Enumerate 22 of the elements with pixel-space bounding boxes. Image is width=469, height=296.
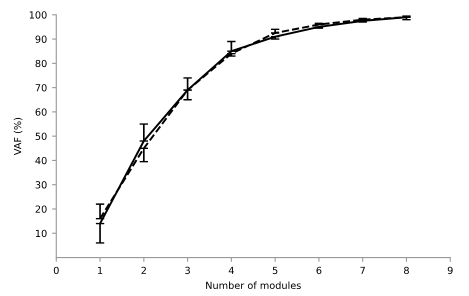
y-tick-label: 70	[36, 84, 47, 92]
y-tick-label: 10	[36, 230, 47, 238]
x-tick-label: 6	[316, 266, 322, 274]
x-tick-label: 0	[54, 266, 59, 274]
y-tick-label: 100	[30, 11, 47, 19]
x-axis-title: Number of modules	[206, 282, 301, 290]
y-axis-title: VAF (%)	[14, 118, 22, 156]
x-tick-label: 8	[404, 266, 409, 274]
y-tick-label: 80	[36, 60, 47, 68]
y-tick-label: 40	[35, 156, 47, 164]
y-tick-label: 20	[36, 205, 47, 213]
x-tick-label: 3	[185, 266, 190, 274]
x-tick-label: 9	[448, 266, 453, 274]
x-tick-label: 5	[272, 266, 278, 274]
y-tick-label: 50	[36, 132, 47, 140]
y-tick-label: 60	[36, 108, 47, 116]
x-tick-label: 4	[228, 266, 234, 274]
y-tick-label: 90	[35, 36, 47, 43]
y-tick-label: 30	[36, 181, 47, 189]
x-tick-label: 2	[141, 266, 146, 274]
x-tick-label: 7	[360, 266, 365, 274]
x-tick-label: 1	[98, 266, 102, 274]
